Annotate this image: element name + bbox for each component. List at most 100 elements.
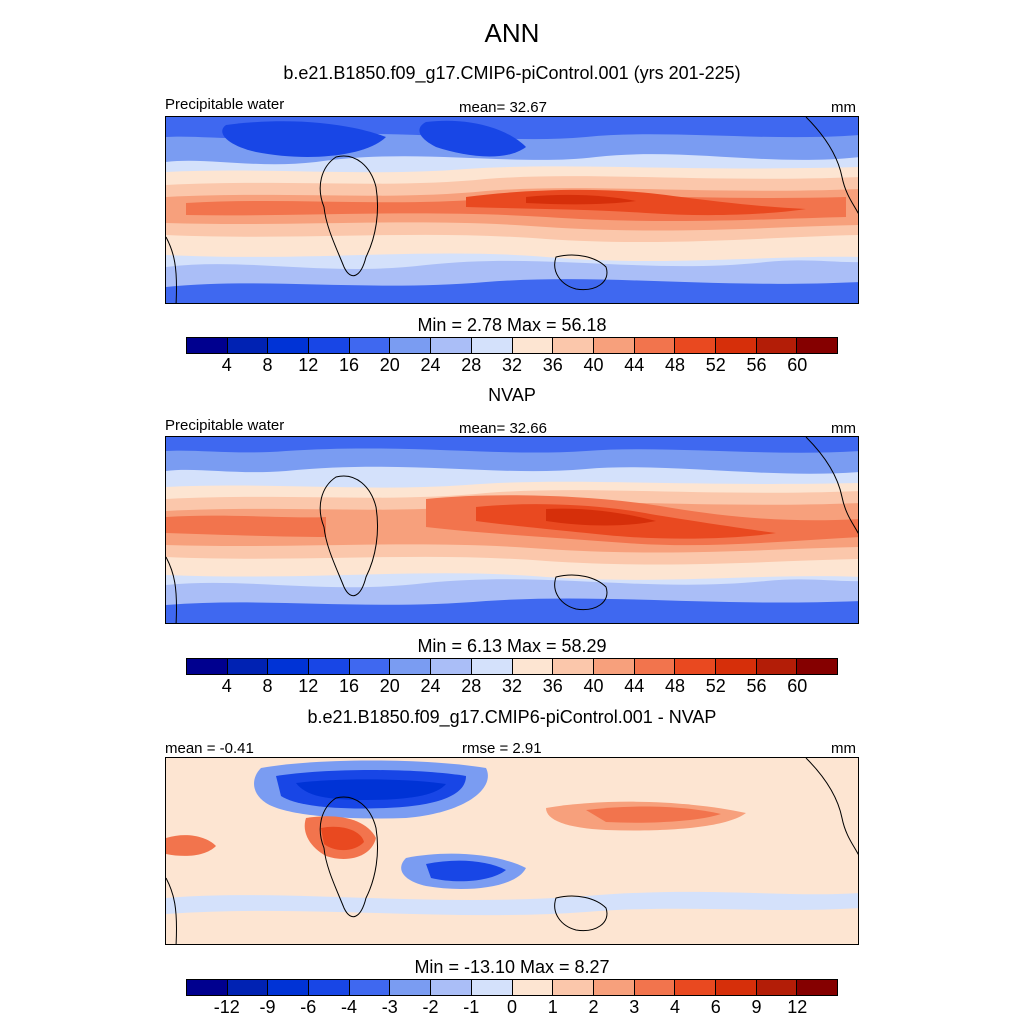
- panel-2-title: NVAP: [488, 385, 536, 405]
- colorbar-2: [186, 658, 838, 675]
- colorbar-tick-label: 44: [624, 676, 645, 696]
- colorbar-swatch: [349, 338, 391, 353]
- colorbar-swatch: [390, 980, 432, 995]
- colorbar-swatch: [471, 980, 513, 995]
- colorbar-tick-label: 48: [664, 676, 686, 696]
- colorbar-swatch: [593, 338, 635, 353]
- colorbar-tick-label: 8: [262, 355, 273, 375]
- colorbar-tick-label: 8: [262, 676, 273, 696]
- colorbar-tick-label: 28: [461, 355, 482, 375]
- colorbar-swatch: [715, 980, 757, 995]
- colorbar-tick-label: 40: [583, 355, 604, 375]
- colorbar-swatch: [797, 659, 837, 674]
- colorbar-tick-label: 36: [542, 676, 563, 696]
- panel-1-min-max: Min = 2.78 Max = 56.18: [417, 315, 607, 335]
- colorbar-tick-label: 16: [338, 355, 360, 375]
- colorbar-tick-label: 12: [298, 676, 319, 696]
- colorbar-tick-label: 44: [624, 355, 645, 375]
- colorbar-tick-label: 3: [629, 997, 640, 1017]
- colorbar-3: [186, 979, 838, 996]
- colorbar-swatch: [553, 980, 594, 995]
- colorbar-tick-label: 1: [547, 997, 558, 1017]
- colorbar-tick-label: 28: [461, 676, 482, 696]
- colorbar-swatch: [349, 980, 391, 995]
- colorbar-swatch: [268, 980, 310, 995]
- panel-3-units: mm: [831, 740, 856, 757]
- panel-1-mean-label: mean= 32.67: [459, 99, 547, 116]
- colorbar-tick-label: -3: [381, 997, 398, 1017]
- panel-3-rmse-label: rmse = 2.91: [462, 740, 542, 757]
- colorbar-swatch: [187, 338, 228, 353]
- colorbar-tick-label: 12: [298, 355, 319, 375]
- colorbar-swatch: [268, 338, 310, 353]
- panel-2-left-label: Precipitable water: [165, 417, 285, 434]
- colorbar-swatch: [756, 980, 798, 995]
- colorbar-swatch: [553, 338, 594, 353]
- colorbar-swatch: [309, 659, 350, 674]
- colorbar-tick-label: -9: [259, 997, 276, 1017]
- colorbar-tick-label: 56: [746, 676, 767, 696]
- colorbar-swatch: [471, 338, 513, 353]
- colorbar-swatch: [227, 338, 269, 353]
- colorbar-swatch: [471, 659, 513, 674]
- figure-title: ANN: [484, 18, 540, 48]
- colorbar-swatch: [593, 980, 635, 995]
- colorbar-swatch: [593, 659, 635, 674]
- panel-2-map: [165, 436, 859, 624]
- colorbar-tick-label: 24: [420, 355, 441, 375]
- colorbar-swatch: [227, 980, 269, 995]
- colorbar-tick-label: 2: [588, 997, 599, 1017]
- colorbar-tick-label: 20: [379, 355, 400, 375]
- colorbar-tick-label: 60: [787, 355, 808, 375]
- colorbar-tick-label: 52: [705, 676, 726, 696]
- colorbar-tick-label: 52: [705, 355, 726, 375]
- colorbar-tick-label: 60: [787, 676, 808, 696]
- colorbar-swatch: [309, 338, 350, 353]
- colorbar-tick-label: 4: [221, 676, 232, 696]
- colorbar-swatch: [756, 659, 798, 674]
- colorbar-tick-label: 16: [338, 676, 360, 696]
- panel-2-mean-label: mean= 32.66: [459, 420, 547, 437]
- panel-1-units: mm: [831, 99, 856, 116]
- colorbar-swatch: [634, 980, 676, 995]
- colorbar-tick-label: 48: [664, 355, 686, 375]
- colorbar-tick-label: 4: [669, 997, 680, 1017]
- colorbar-tick-label: -2: [422, 997, 439, 1017]
- panel-1-title: b.e21.B1850.f09_g17.CMIP6-piControl.001 …: [283, 63, 741, 83]
- colorbar-swatch: [227, 659, 269, 674]
- colorbar-tick-label: -12: [213, 997, 240, 1017]
- colorbar-swatch: [349, 659, 391, 674]
- colorbar-tick-label: 4: [221, 355, 232, 375]
- colorbar-tick-label: 9: [751, 997, 762, 1017]
- colorbar-swatch: [187, 659, 228, 674]
- colorbar-tick-label: 40: [583, 676, 604, 696]
- colorbar-swatch: [675, 338, 716, 353]
- panel-3-map: [165, 757, 859, 945]
- colorbar-swatch: [512, 659, 554, 674]
- colorbar-swatch: [634, 659, 676, 674]
- colorbar-swatch: [390, 659, 432, 674]
- colorbar-tick-label: 6: [710, 997, 721, 1017]
- colorbar-swatch: [431, 980, 472, 995]
- colorbar-tick-label: 0: [506, 997, 517, 1017]
- panel-2-min-max: Min = 6.13 Max = 58.29: [417, 636, 607, 656]
- colorbar-swatch: [309, 980, 350, 995]
- colorbar-tick-label: 20: [379, 676, 400, 696]
- colorbar-swatch: [756, 338, 798, 353]
- colorbar-swatch: [390, 338, 432, 353]
- colorbar-swatch: [553, 659, 594, 674]
- colorbar-swatch: [268, 659, 310, 674]
- colorbar-tick-label: 12: [787, 997, 808, 1017]
- colorbar-swatch: [431, 338, 472, 353]
- colorbar-tick-label: -1: [463, 997, 480, 1017]
- panel-1-map: [165, 116, 859, 304]
- colorbar-swatch: [512, 338, 554, 353]
- colorbar-tick-label: 56: [746, 355, 767, 375]
- colorbar-swatch: [675, 659, 716, 674]
- colorbar-swatch: [797, 338, 837, 353]
- colorbar-tick-label: 24: [420, 676, 441, 696]
- colorbar-tick-label: 32: [501, 676, 523, 696]
- colorbar-swatch: [675, 980, 716, 995]
- panel-3-min-max: Min = -13.10 Max = 8.27: [414, 957, 610, 977]
- colorbar-tick-label: -6: [300, 997, 317, 1017]
